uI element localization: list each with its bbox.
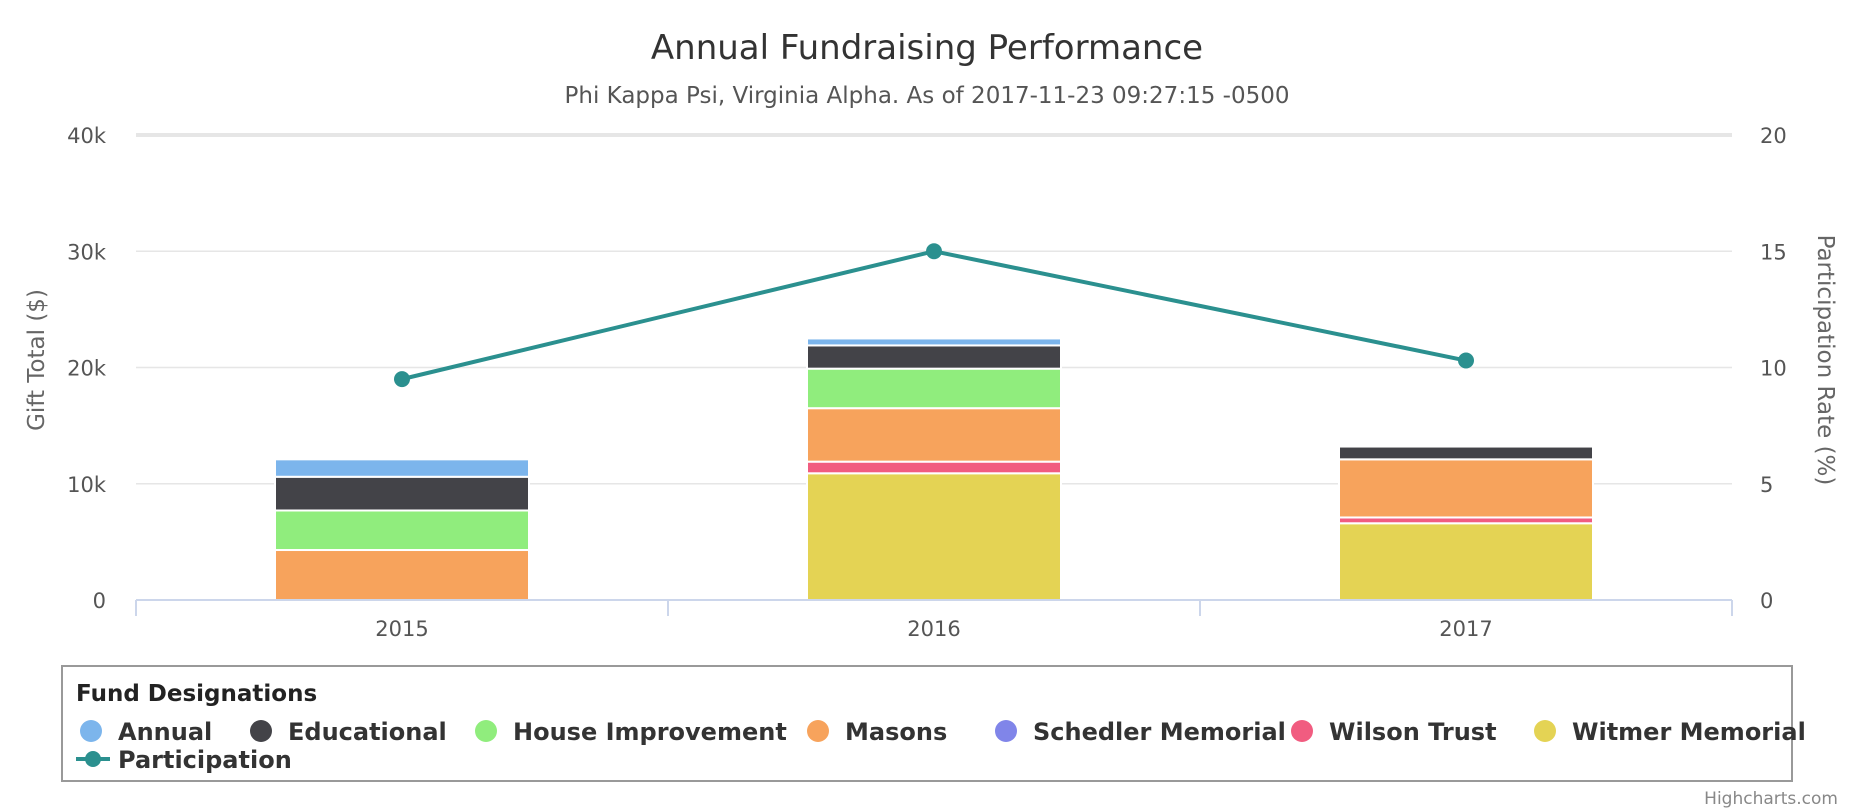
data-point: [394, 371, 410, 388]
y-left-tick-label: 10k: [67, 473, 107, 497]
data-point: [1458, 352, 1474, 369]
x-tick-label: 2017: [1439, 617, 1492, 641]
bars: [274, 337, 1594, 602]
bar-segment: [806, 472, 1062, 602]
legend-box: [61, 665, 1793, 782]
y-left-tick-label: 40k: [67, 124, 107, 148]
y-right-tick-label: 0: [1760, 589, 1773, 613]
y-left-tick-label: 30k: [67, 240, 107, 264]
bar-segment: [1338, 522, 1594, 602]
y-axis-left-title: Gift Total ($): [24, 289, 50, 431]
chart-subtitle: Phi Kappa Psi, Virginia Alpha. As of 201…: [565, 83, 1290, 109]
x-tick-label: 2016: [907, 617, 960, 641]
bar-segment: [806, 337, 1062, 347]
legend-swatch: [250, 720, 272, 742]
bar-segment: [806, 367, 1062, 410]
legend-label: Schedler Memorial: [1033, 718, 1286, 746]
y-right-tick-label: 20: [1760, 124, 1787, 148]
bar-segment: [806, 344, 1062, 370]
credits: Highcharts.com: [1704, 789, 1838, 809]
legend-swatch: [85, 751, 101, 767]
legend-swatch: [475, 720, 497, 742]
bar-segment: [274, 509, 530, 552]
legend-label: Participation: [118, 746, 292, 774]
y-axis-right-title: Participation Rate (%): [1812, 235, 1838, 486]
y-left-tick-label: 0: [93, 589, 106, 613]
data-point: [926, 243, 942, 260]
legend-label: Masons: [845, 718, 947, 746]
y-left-tick-label: 20k: [67, 357, 107, 381]
bar-segment: [806, 407, 1062, 463]
bar-segment: [1338, 458, 1594, 519]
y-axis-left: 0 10k 20k 30k 40k: [67, 124, 107, 613]
y-right-tick-label: 5: [1760, 473, 1773, 497]
legend-label: Wilson Trust: [1329, 718, 1497, 746]
legend-title: Fund Designations: [76, 681, 317, 707]
x-tick-label: 2015: [375, 617, 428, 641]
legend-swatch: [1534, 720, 1556, 742]
y-axis-right: 0 5 10 15 20: [1760, 124, 1787, 613]
legend-label: Witmer Memorial: [1572, 718, 1806, 746]
legend-swatch: [807, 720, 829, 742]
bar-segment: [806, 460, 1062, 475]
y-right-tick-label: 15: [1760, 240, 1787, 264]
bar-segment: [274, 549, 530, 602]
bar-segment: [1338, 445, 1594, 461]
legend-label: Annual: [118, 718, 212, 746]
participation-line: [394, 243, 1474, 388]
legend: Fund Designations Annual Educational House…: [61, 665, 1806, 782]
x-axis: 2015 2016 2017: [135, 599, 1733, 641]
legend-swatch: [1291, 720, 1313, 742]
legend-label: House Improvement: [513, 718, 787, 746]
bar-segment: [274, 475, 530, 512]
chart-title: Annual Fundraising Performance: [651, 28, 1203, 68]
legend-swatch: [80, 720, 102, 742]
legend-swatch: [995, 720, 1017, 742]
y-right-tick-label: 10: [1760, 357, 1787, 381]
legend-label: Educational: [288, 718, 447, 746]
bar-segment: [274, 458, 530, 478]
